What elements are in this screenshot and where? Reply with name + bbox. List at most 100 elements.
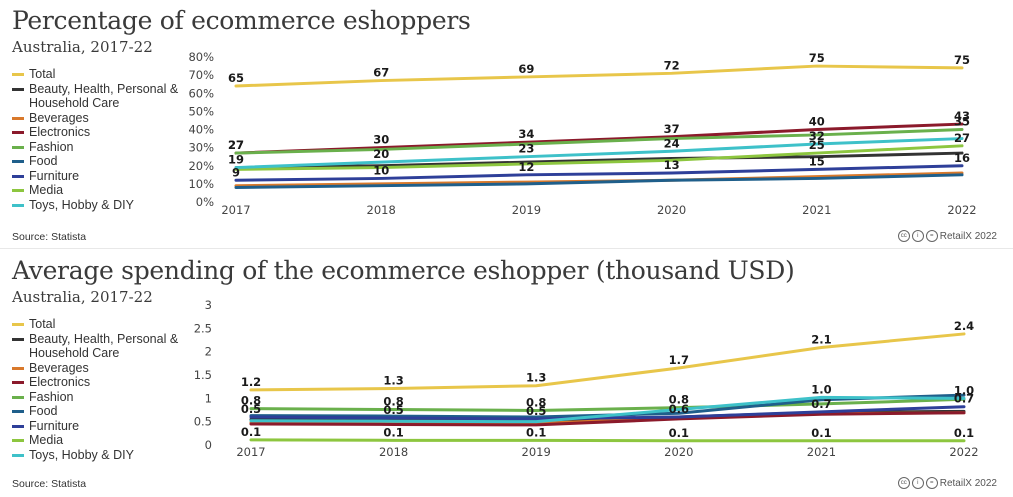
data-label: 72 bbox=[664, 58, 680, 72]
y-tick-label: 70% bbox=[188, 68, 214, 82]
data-label: 10 bbox=[373, 163, 389, 177]
legend-item-beauty: Beauty, Health, Personal & Household Car… bbox=[12, 332, 190, 361]
legend-swatch bbox=[12, 410, 24, 413]
data-label: 0.8 bbox=[526, 395, 546, 409]
y-tick-label: 50% bbox=[188, 104, 214, 118]
x-tick-label: 2022 bbox=[947, 203, 976, 217]
legend-swatch bbox=[12, 453, 24, 457]
data-label: 12 bbox=[518, 160, 534, 174]
data-label: 30 bbox=[373, 133, 389, 147]
credit: cc i = RetailX 2022 bbox=[897, 477, 997, 489]
legend-item-media: Media bbox=[12, 183, 190, 198]
data-label: 16 bbox=[954, 151, 970, 165]
legend-label: Beauty, Health, Personal & Household Car… bbox=[29, 81, 179, 111]
x-tick-label: 2020 bbox=[657, 203, 686, 217]
series-line-beauty bbox=[234, 151, 964, 170]
legend-swatch bbox=[12, 366, 24, 370]
data-label: 1.7 bbox=[669, 353, 689, 367]
legend-item-toys: Toys, Hobby & DIY bbox=[12, 198, 190, 213]
legend: Total Beauty, Health, Personal & Househol… bbox=[12, 67, 190, 212]
legend-label: Media bbox=[29, 433, 64, 447]
data-label: 35 bbox=[954, 115, 970, 129]
data-label: 32 bbox=[809, 129, 825, 143]
x-tick-label: 2022 bbox=[949, 445, 978, 459]
y-tick-label: 60% bbox=[188, 86, 214, 100]
y-tick-label: 10% bbox=[188, 177, 214, 191]
data-label: 69 bbox=[518, 62, 534, 76]
eshoppers-line-chart: 0%10%20%30%40%50%60%70%80%2017 2018 2019 20… bbox=[188, 50, 976, 217]
data-label: 0.5 bbox=[383, 403, 403, 417]
legend-label: Electronics bbox=[29, 375, 91, 389]
legend-item-food: Food bbox=[12, 404, 190, 419]
y-tick-label: 0% bbox=[196, 195, 214, 209]
legend-label: Total bbox=[29, 317, 56, 331]
legend-label: Media bbox=[29, 183, 64, 197]
x-tick-label: 2021 bbox=[807, 445, 836, 459]
divider bbox=[0, 248, 1013, 249]
equals-icon: = bbox=[925, 230, 938, 242]
x-tick-label: 2019 bbox=[522, 445, 551, 459]
legend-label: Beauty, Health, Personal & Household Car… bbox=[29, 331, 179, 361]
legend-swatch bbox=[12, 131, 24, 134]
series-line-furniture bbox=[234, 164, 964, 182]
legend-item-total: Total bbox=[12, 67, 190, 82]
data-label: 0.7 bbox=[954, 392, 974, 406]
data-label: 25 bbox=[809, 138, 825, 152]
x-tick-label: 2021 bbox=[802, 203, 831, 217]
series-line-electronics bbox=[234, 122, 964, 155]
data-label: 0.1 bbox=[954, 426, 974, 440]
data-label: 0.6 bbox=[669, 402, 689, 416]
legend-label: Furniture bbox=[29, 418, 80, 433]
y-tick-label: 3 bbox=[205, 298, 212, 312]
data-label: 27 bbox=[228, 138, 244, 152]
legend-swatch bbox=[12, 145, 24, 149]
data-label: 0.8 bbox=[669, 393, 689, 407]
y-tick-label: 2 bbox=[205, 345, 212, 359]
legend-item-furniture: Furniture bbox=[12, 169, 190, 184]
data-label: 75 bbox=[809, 51, 825, 65]
data-label: 1.0 bbox=[954, 383, 974, 397]
legend-label: Beverages bbox=[29, 110, 89, 125]
source-note: Source: Statista bbox=[12, 478, 87, 490]
legend-label: Total bbox=[29, 67, 56, 81]
legend-item-furniture: Furniture bbox=[12, 419, 190, 434]
legend-swatch bbox=[12, 73, 24, 76]
y-tick-label: 80% bbox=[188, 50, 214, 64]
data-label: 0.1 bbox=[241, 425, 261, 439]
legend-swatch bbox=[12, 87, 24, 91]
x-tick-label: 2018 bbox=[367, 203, 396, 217]
spending-panel: Average spending of the ecommerce eshopp… bbox=[0, 250, 1013, 497]
legend-swatch bbox=[12, 323, 24, 326]
legend-swatch bbox=[12, 116, 24, 120]
data-label: 24 bbox=[664, 136, 680, 150]
y-tick-label: 30% bbox=[188, 141, 214, 155]
y-tick-label: 1 bbox=[205, 391, 212, 405]
source-note: Source: Statista bbox=[12, 231, 87, 243]
series-line-total bbox=[249, 332, 966, 392]
legend-item-electronics: Electronics bbox=[12, 125, 190, 140]
legend-label: Fashion bbox=[29, 139, 74, 154]
data-label: 0.1 bbox=[669, 426, 689, 440]
data-label: 40 bbox=[809, 115, 825, 129]
data-label: 0.1 bbox=[526, 425, 546, 439]
data-label: 1.3 bbox=[383, 374, 403, 388]
legend-label: Beverages bbox=[29, 360, 89, 375]
cc-icon: cc bbox=[897, 477, 910, 489]
data-label: 20 bbox=[373, 147, 389, 161]
data-label: 27 bbox=[954, 131, 970, 145]
legend-swatch bbox=[12, 381, 24, 384]
data-label: 0.5 bbox=[526, 404, 546, 418]
series-line-food bbox=[234, 173, 964, 189]
data-label: 1.3 bbox=[526, 371, 546, 385]
series-line-media bbox=[249, 438, 966, 443]
credit: cc i = RetailX 2022 bbox=[897, 230, 997, 242]
legend-item-electronics: Electronics bbox=[12, 375, 190, 390]
data-label: 75 bbox=[954, 53, 970, 67]
series-line-media bbox=[234, 144, 964, 171]
legend-label: Food bbox=[29, 404, 58, 418]
y-tick-label: 0.5 bbox=[194, 415, 212, 429]
series-line-electronics bbox=[249, 411, 966, 427]
legend-label: Fashion bbox=[29, 389, 74, 404]
data-label: 23 bbox=[518, 142, 534, 156]
data-label: 0.1 bbox=[383, 425, 403, 439]
